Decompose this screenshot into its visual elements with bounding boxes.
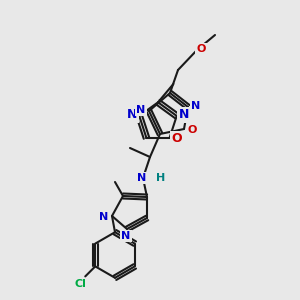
Text: N: N — [99, 212, 109, 222]
Text: H: H — [156, 173, 166, 183]
Text: N: N — [127, 108, 137, 122]
Text: Cl: Cl — [74, 279, 86, 290]
Text: O: O — [187, 125, 197, 135]
Text: O: O — [171, 132, 182, 146]
Text: N: N — [178, 108, 189, 122]
Text: N: N — [191, 101, 201, 111]
Text: N: N — [122, 231, 130, 241]
Text: N: N — [136, 105, 146, 115]
Text: O: O — [196, 44, 206, 54]
Text: N: N — [137, 173, 147, 183]
